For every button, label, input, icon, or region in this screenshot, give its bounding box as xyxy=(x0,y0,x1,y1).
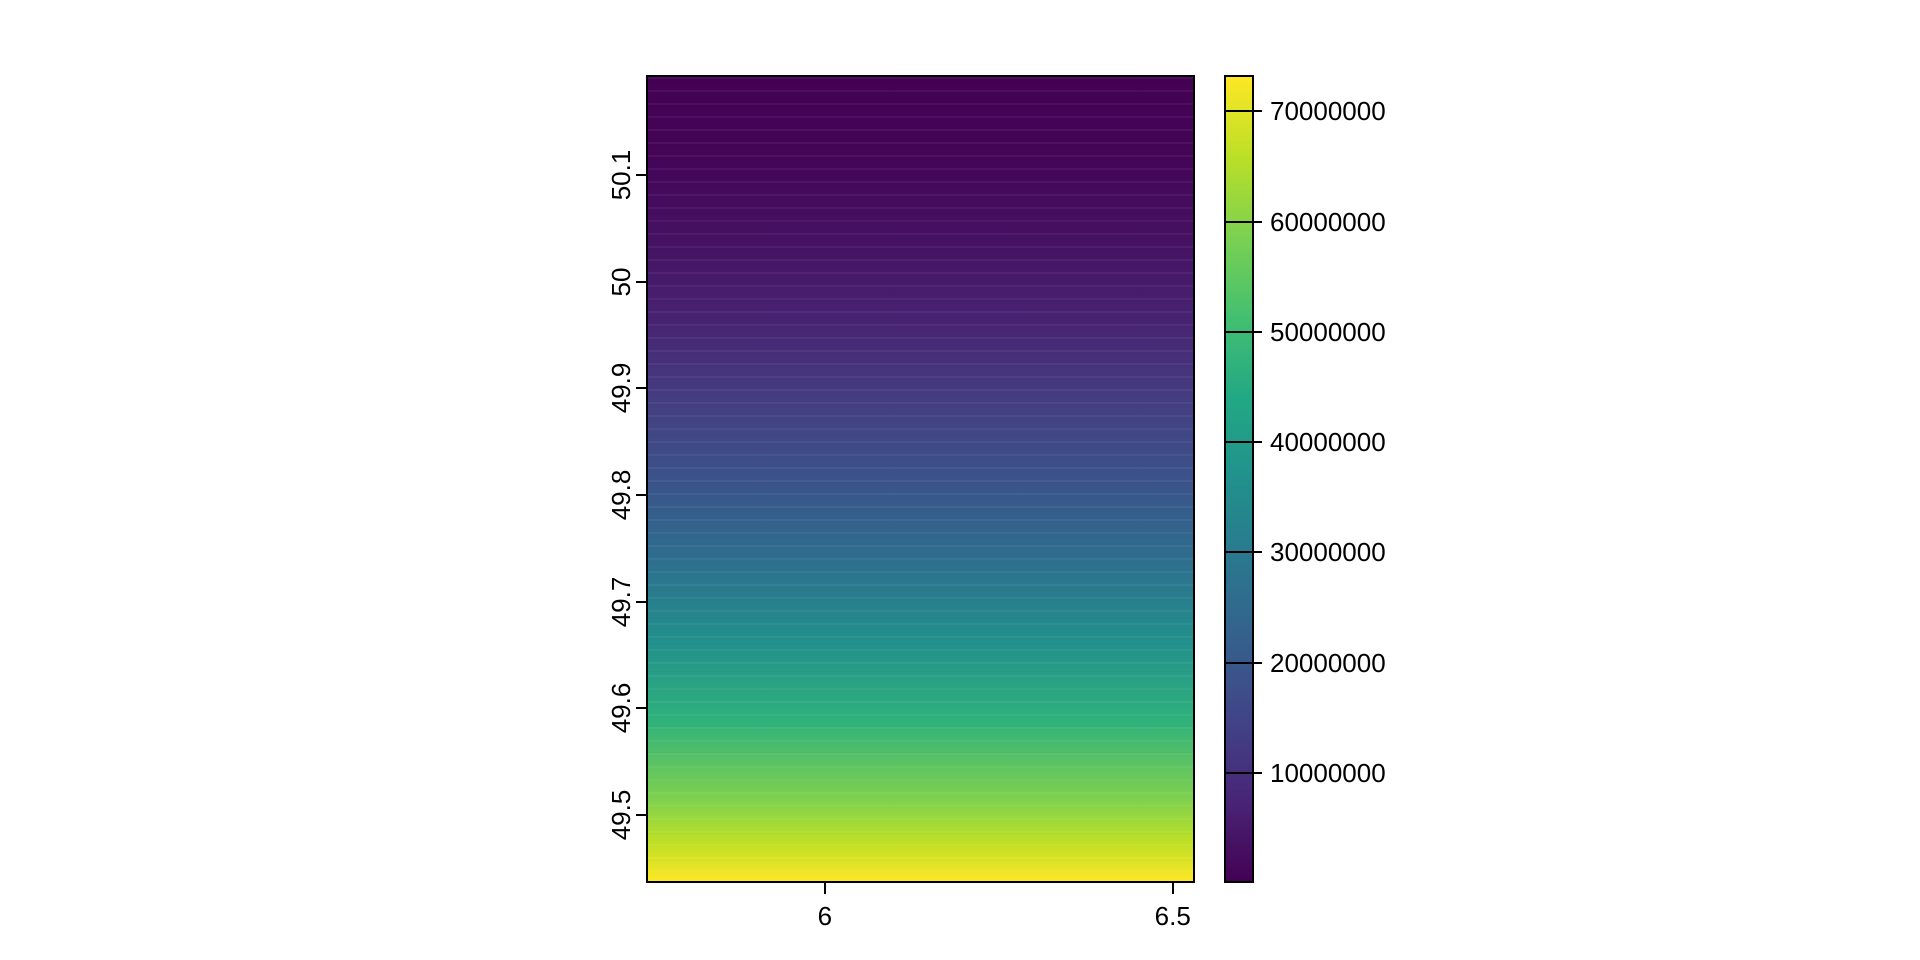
y-tick-mark xyxy=(636,493,646,496)
y-tick-mark xyxy=(636,707,646,710)
colorbar-tick-label: 30000000 xyxy=(1270,537,1386,568)
colorbar-tick-label: 50000000 xyxy=(1270,316,1386,347)
colorbar-tick-mark xyxy=(1224,220,1262,223)
y-tick-label: 50 xyxy=(606,267,636,297)
colorbar-tick-label: 70000000 xyxy=(1270,96,1386,127)
colorbar-tick-label: 60000000 xyxy=(1270,206,1386,237)
y-tick-label: 49.5 xyxy=(606,789,636,841)
y-tick-mark xyxy=(636,174,646,177)
colorbar-tick-mark xyxy=(1224,441,1262,444)
y-tick-mark xyxy=(636,600,646,603)
x-tick-mark xyxy=(823,883,826,894)
colorbar-tick-mark xyxy=(1224,661,1262,664)
y-tick-label: 49.9 xyxy=(606,363,636,414)
colorbar-legend xyxy=(1224,75,1254,883)
y-tick-label: 50.1 xyxy=(606,149,636,201)
x-tick-mark xyxy=(1171,883,1174,894)
y-tick-label: 49.7 xyxy=(606,576,636,627)
colorbar-tick-mark xyxy=(1224,330,1262,333)
colorbar-tick-mark xyxy=(1224,110,1262,113)
colorbar-tick-label: 20000000 xyxy=(1270,647,1386,678)
y-tick-mark xyxy=(636,387,646,390)
y-tick-mark xyxy=(636,280,646,283)
y-tick-mark xyxy=(636,813,646,816)
heatmap-plot xyxy=(646,75,1195,883)
y-tick-label: 49.8 xyxy=(606,469,636,521)
x-tick-label: 6.5 xyxy=(1154,901,1191,931)
raster-banding-overlay xyxy=(648,77,1193,881)
colorbar-tick-mark xyxy=(1224,771,1262,774)
colorbar-tick-mark xyxy=(1224,551,1262,554)
colorbar-tick-label: 10000000 xyxy=(1270,757,1386,788)
x-tick-label: 6 xyxy=(817,901,833,931)
y-tick-label: 49.6 xyxy=(606,682,636,734)
colorbar-tick-label: 40000000 xyxy=(1270,427,1386,458)
